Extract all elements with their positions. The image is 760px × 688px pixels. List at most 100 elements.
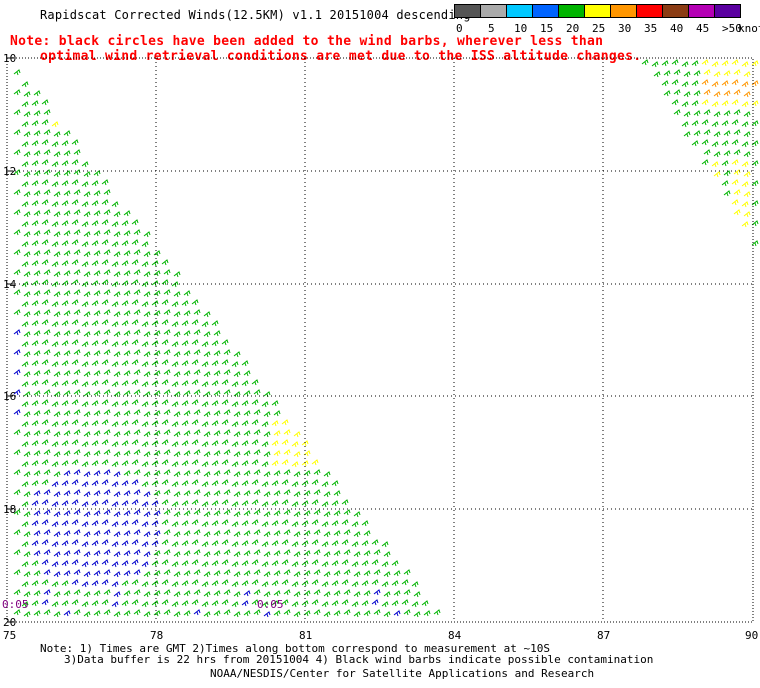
wind-barb — [121, 260, 129, 267]
wind-barb — [241, 600, 249, 607]
wind-barb — [161, 599, 169, 606]
wind-barb — [13, 509, 21, 516]
wind-barb — [13, 469, 21, 476]
wind-barb — [183, 350, 191, 357]
wind-barb — [153, 530, 161, 537]
wind-barb — [63, 410, 71, 417]
wind-barb — [241, 480, 249, 487]
wind-barb — [81, 461, 89, 468]
wind-barb — [723, 190, 731, 197]
wind-barb — [21, 221, 29, 228]
wind-barb — [13, 429, 21, 436]
wind-barb — [41, 279, 49, 286]
wind-barb — [61, 320, 69, 327]
wind-barb — [103, 389, 111, 396]
wind-barb — [213, 530, 221, 537]
wind-barb — [203, 371, 211, 378]
wind-barb — [61, 480, 69, 487]
wind-barb — [121, 320, 129, 327]
wind-barb — [311, 579, 319, 586]
wind-barb — [123, 490, 131, 497]
wind-barb — [101, 259, 109, 266]
wind-barb — [331, 560, 339, 567]
wind-barb — [751, 200, 759, 207]
wind-barb — [73, 589, 81, 596]
wind-barb — [163, 309, 171, 316]
wind-barb — [223, 349, 231, 356]
wind-barb — [83, 451, 91, 458]
wind-barb — [243, 530, 251, 537]
wind-barb — [113, 431, 121, 438]
wind-barb — [751, 180, 759, 187]
wind-barb — [153, 450, 161, 457]
wind-barb — [711, 121, 719, 128]
wind-barb — [23, 231, 31, 238]
wind-barb — [61, 360, 69, 367]
wind-barb — [91, 340, 99, 347]
wind-barb — [23, 451, 31, 458]
wind-barb — [343, 569, 351, 576]
wind-barb — [413, 611, 421, 618]
wind-barb — [181, 460, 189, 467]
wind-barb — [61, 420, 69, 427]
wind-barb — [183, 470, 191, 477]
wind-barb — [163, 329, 171, 336]
wind-barb — [121, 240, 129, 247]
wind-barb — [261, 441, 269, 448]
wind-barb — [93, 470, 101, 477]
wind-barb — [271, 420, 279, 427]
wind-barb — [131, 479, 139, 486]
wind-barb — [63, 150, 71, 157]
wind-barb — [51, 141, 59, 148]
wind-barb — [211, 340, 219, 347]
wind-barb — [73, 369, 81, 376]
wind-barb — [121, 600, 129, 607]
wind-barb — [301, 600, 309, 607]
wind-barb — [31, 360, 39, 367]
wind-barb — [113, 551, 121, 558]
wind-barb — [233, 551, 241, 558]
wind-barb — [303, 550, 311, 557]
wind-barb — [341, 539, 349, 546]
wind-barb — [63, 550, 71, 557]
wind-barb — [13, 309, 21, 316]
wind-barb — [211, 580, 219, 587]
wind-barb — [161, 579, 169, 586]
wind-barb — [153, 310, 161, 317]
wind-barb — [291, 541, 299, 548]
wind-barb — [201, 401, 209, 408]
wind-barb — [103, 289, 111, 296]
wind-barb — [251, 519, 259, 526]
footer-note-line1: Note: 1) Times are GMT 2)Times along bot… — [40, 642, 550, 655]
wind-barb — [323, 531, 331, 538]
wind-barb — [33, 310, 41, 317]
wind-barb — [121, 580, 129, 587]
wind-barb — [331, 480, 339, 487]
wind-barb — [51, 481, 59, 488]
wind-barb — [293, 431, 301, 438]
wind-barb — [21, 381, 29, 388]
wind-barb — [53, 611, 61, 618]
wind-barb — [81, 481, 89, 488]
wind-barb — [171, 501, 179, 508]
wind-barb — [161, 439, 169, 446]
wind-barb — [263, 551, 271, 558]
wind-barb — [133, 589, 141, 596]
wind-barb — [273, 510, 281, 517]
wind-barb — [243, 590, 251, 597]
wind-barb — [171, 541, 179, 548]
wind-barb — [243, 390, 251, 397]
wind-barb — [231, 481, 239, 488]
wind-barb — [131, 599, 139, 606]
wind-barb — [723, 90, 731, 97]
wind-barb — [13, 289, 21, 296]
wind-barb — [13, 229, 21, 236]
wind-barb — [193, 429, 201, 436]
wind-barb — [71, 579, 79, 586]
wind-barb — [163, 609, 171, 616]
wind-barb — [213, 450, 221, 457]
wind-barb — [173, 371, 181, 378]
wind-barb — [243, 510, 251, 517]
wind-barb — [693, 130, 701, 137]
